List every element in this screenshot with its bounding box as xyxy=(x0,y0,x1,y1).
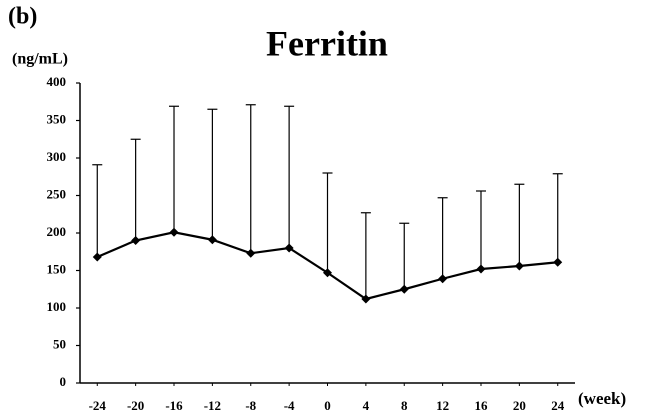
x-tick-label: 20 xyxy=(513,398,526,413)
y-tick-label: 250 xyxy=(47,186,67,201)
y-tick-label: 300 xyxy=(47,149,67,164)
marker xyxy=(131,236,141,245)
marker xyxy=(323,268,332,278)
x-tick-label: -20 xyxy=(127,398,144,413)
chart-title: Ferritin xyxy=(266,23,388,63)
y-tick-label: 100 xyxy=(47,299,67,314)
marker xyxy=(438,274,448,284)
x-axis-label: (week) xyxy=(578,389,626,408)
marker xyxy=(361,294,371,304)
x-tick-label: -8 xyxy=(245,398,256,413)
marker xyxy=(92,252,102,262)
y-tick-label: 400 xyxy=(47,74,67,89)
x-tick-label: 0 xyxy=(324,398,331,413)
marker xyxy=(284,243,294,253)
x-tick-label: -12 xyxy=(204,398,221,413)
x-tick-label: -24 xyxy=(89,398,107,413)
panel-label: (b) xyxy=(8,4,37,30)
marker xyxy=(169,227,179,237)
x-tick-label: -4 xyxy=(284,398,295,413)
x-tick-label: -16 xyxy=(165,398,183,413)
x-tick-label: 12 xyxy=(436,398,449,413)
x-tick-label: 8 xyxy=(401,398,408,413)
x-tick-label: 16 xyxy=(474,398,488,413)
marker xyxy=(514,261,524,271)
x-tick-label: 24 xyxy=(551,398,565,413)
marker xyxy=(207,235,217,245)
marker xyxy=(553,257,563,267)
y-tick-label: 50 xyxy=(53,336,66,351)
y-tick-label: 150 xyxy=(47,261,67,276)
y-axis-label: (ng/mL) xyxy=(12,51,68,68)
marker xyxy=(246,248,256,258)
y-tick-label: 200 xyxy=(47,224,67,239)
y-tick-label: 0 xyxy=(60,374,67,389)
marker xyxy=(399,284,409,294)
y-tick-label: 350 xyxy=(47,111,67,126)
x-tick-label: 4 xyxy=(363,398,370,413)
marker xyxy=(476,264,486,274)
